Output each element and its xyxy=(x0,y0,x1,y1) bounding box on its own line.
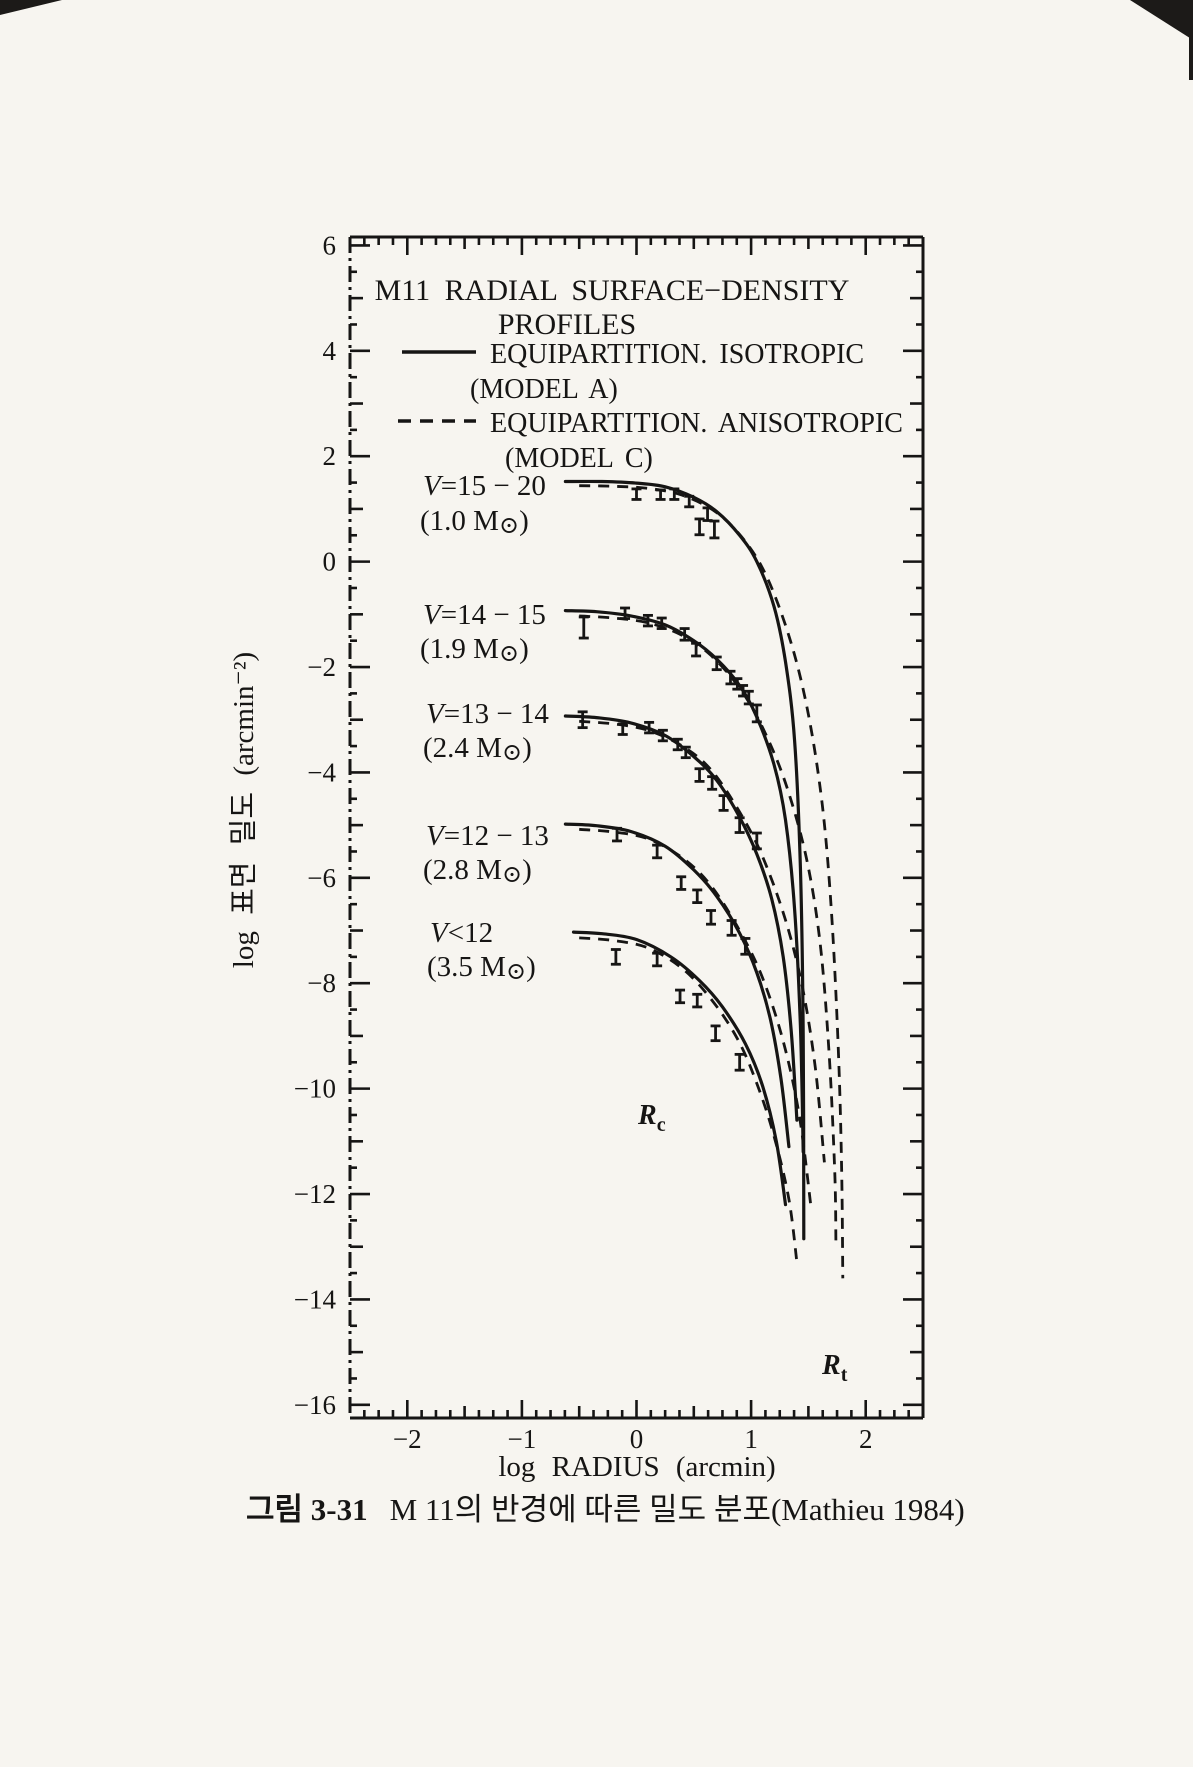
y-tick-label: 0 xyxy=(323,547,337,577)
y-tick-label: −14 xyxy=(294,1284,337,1314)
y-tick-label: 6 xyxy=(323,230,337,260)
sun-symbol: ⊙ xyxy=(499,641,519,667)
model-a-curve xyxy=(571,930,788,1207)
mass-text: ) xyxy=(519,505,529,537)
scan-artifact-top-right xyxy=(1130,0,1193,40)
model-a-curve xyxy=(563,714,799,1122)
mass-text: (1.0 M xyxy=(420,505,499,537)
core-radius-annotation: Rc xyxy=(637,1100,666,1136)
core-radius-subscript: c xyxy=(657,1114,666,1136)
core-radius-symbol: R xyxy=(637,1100,657,1131)
profile-2-label: V=14 − 15 xyxy=(423,599,546,631)
sun-symbol: ⊙ xyxy=(502,740,522,766)
profile-1-mass: (1.0 M⊙) xyxy=(420,505,529,539)
profile-1-label: V=15 − 20 xyxy=(423,470,546,502)
data-error-bars xyxy=(577,487,762,1072)
x-tick-label: −2 xyxy=(393,1424,422,1454)
sun-symbol: ⊙ xyxy=(506,959,526,985)
caption-number: 그림 3-31 xyxy=(246,1492,368,1527)
x-tick-label: 1 xyxy=(744,1424,758,1454)
legend-solid-sublabel: (MODEL A) xyxy=(470,374,618,405)
profile-2-mass: (1.9 M⊙) xyxy=(420,633,529,667)
legend: EQUIPARTITION. ISOTROPIC (MODEL A) EQUIP… xyxy=(398,339,903,474)
mass-text: (2.8 M xyxy=(423,854,502,886)
mass-text: ) xyxy=(526,951,536,983)
profile-3-range: =13 − 14 xyxy=(444,698,550,730)
scan-artifact-top-left xyxy=(0,0,62,15)
profile-5-range: <12 xyxy=(448,917,493,949)
model-a-curve xyxy=(563,479,806,1241)
tidal-radius-subscript: t xyxy=(841,1364,848,1386)
y-tick-label: 4 xyxy=(323,336,337,366)
y-tick-label: −4 xyxy=(307,757,336,787)
chart-title-line2: PROFILES xyxy=(498,308,636,341)
tidal-radius-annotation: Rt xyxy=(821,1350,848,1386)
mass-text: ) xyxy=(522,732,532,764)
profile-2-range: =14 − 15 xyxy=(441,599,546,631)
profile-labels: V=15 − 20 (1.0 M⊙) V=14 − 15 (1.9 M⊙) V=… xyxy=(420,470,549,985)
chart-title-line1: M11 RADIAL SURFACE−DENSITY xyxy=(375,274,850,307)
x-tick-label: 2 xyxy=(859,1424,873,1454)
y-tick-label: −16 xyxy=(294,1390,336,1420)
profile-5-v: V xyxy=(430,917,451,949)
mass-text: ) xyxy=(522,854,532,886)
legend-dashed-sublabel: (MODEL C) xyxy=(505,443,653,474)
mass-text: (2.4 M xyxy=(423,732,502,764)
profile-1-range: =15 − 20 xyxy=(441,470,546,502)
profile-1-v: V xyxy=(423,470,444,502)
profile-4-range: =12 − 13 xyxy=(444,820,549,852)
profile-4-label: V=12 − 13 xyxy=(426,820,549,852)
mass-text: (3.5 M xyxy=(427,951,506,983)
model-c-curve xyxy=(579,719,826,1163)
sun-symbol: ⊙ xyxy=(502,862,522,888)
y-tick-label: −10 xyxy=(294,1074,336,1104)
legend-solid-label: EQUIPARTITION. ISOTROPIC xyxy=(490,339,864,370)
profile-5-label: V<12 xyxy=(430,917,493,949)
legend-dashed-label: EQUIPARTITION. ANISOTROPIC xyxy=(490,408,903,439)
sun-symbol: ⊙ xyxy=(499,513,519,539)
profile-3-v: V xyxy=(426,698,447,730)
x-tick-label: −1 xyxy=(508,1424,537,1454)
y-tick-label: −2 xyxy=(307,652,336,682)
mass-text: (1.9 M xyxy=(420,633,499,665)
caption-body: M 11의 반경에 따른 밀도 분포(Mathieu 1984) xyxy=(390,1492,965,1527)
profile-2-v: V xyxy=(423,599,444,631)
profile-5-mass: (3.5 M⊙) xyxy=(427,951,536,985)
profile-4-mass: (2.8 M⊙) xyxy=(423,854,532,888)
y-tick-label: −8 xyxy=(307,968,336,998)
x-tick-label: 0 xyxy=(630,1424,644,1454)
profile-3-label: V=13 − 14 xyxy=(426,698,549,730)
scan-artifact-right-edge xyxy=(1189,0,1193,80)
y-tick-label: −12 xyxy=(294,1179,336,1209)
y-tick-label: 2 xyxy=(323,441,337,471)
profile-4-v: V xyxy=(426,820,447,852)
model-c-curve xyxy=(579,936,799,1263)
y-axis-title: log 표면 밀도 (arcmin⁻²) xyxy=(227,652,260,968)
mass-text: ) xyxy=(519,633,529,665)
profile-3-mass: (2.4 M⊙) xyxy=(423,732,532,766)
figure-caption: 그림 3-31 M 11의 반경에 따른 밀도 분포(Mathieu 1984) xyxy=(246,1492,965,1527)
x-axis-title: log RADIUS (arcmin) xyxy=(498,1451,775,1483)
y-tick-label: −6 xyxy=(307,863,336,893)
tidal-radius-symbol: R xyxy=(821,1350,841,1381)
